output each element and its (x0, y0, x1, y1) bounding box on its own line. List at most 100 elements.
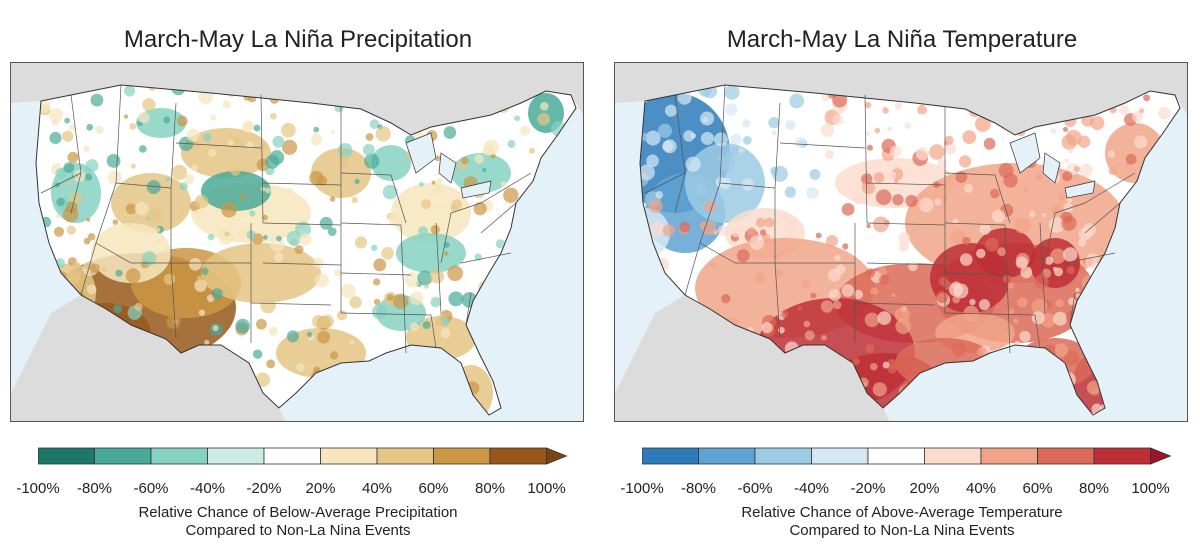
colorbar-tick: 100% (527, 480, 566, 497)
anomaly-speckle (312, 314, 326, 329)
anomaly-speckle (797, 306, 802, 311)
anomaly-speckle (436, 177, 443, 185)
precipitation-map (10, 62, 584, 422)
state-border (170, 262, 177, 339)
state-border (390, 174, 407, 224)
state-border (340, 172, 392, 176)
colorbar-bin (38, 447, 95, 465)
anomaly-speckle (239, 193, 246, 200)
anomaly-speckle (742, 135, 752, 145)
anomaly-speckle (349, 340, 355, 345)
anomaly-speckle (741, 178, 754, 191)
anomaly-speckle (266, 359, 276, 369)
anomaly-speckle (163, 116, 171, 124)
anomaly-speckle (809, 169, 821, 180)
anomaly-speckle (186, 128, 200, 142)
anomaly-speckle (369, 119, 380, 129)
anomaly-speckle (882, 361, 890, 369)
anomaly-speckle (228, 139, 235, 146)
great-lake (1009, 132, 1041, 174)
anomaly-speckle (794, 136, 806, 148)
colorbar-bin (489, 447, 547, 465)
anomaly-speckle (1029, 210, 1036, 218)
anomaly-speckle (755, 217, 766, 228)
anomaly-speckle (657, 123, 672, 138)
precipitation-caption-line2: Compared to Non-La Nina Events (185, 522, 411, 539)
state-border (1044, 212, 1056, 264)
anomaly-speckle (211, 288, 223, 300)
colorbar-bin (980, 447, 1038, 465)
anomaly-speckle (69, 191, 83, 204)
anomaly-speckle (106, 154, 121, 168)
colorbar-bin (150, 447, 208, 465)
state-border (250, 302, 332, 306)
colorbar-tick: -60% (737, 480, 773, 497)
anomaly-speckle (810, 292, 817, 299)
anomaly-speckle (90, 93, 104, 107)
colorbar-tick: -40% (189, 480, 226, 497)
state-border (1064, 252, 1116, 264)
anomaly-speckle (935, 291, 948, 304)
anomaly-speckle (176, 115, 188, 127)
anomaly-speckle (1068, 297, 1076, 306)
anomaly-speckle (1090, 115, 1105, 131)
anomaly-speckle (865, 131, 870, 136)
state-border (340, 222, 402, 226)
anomaly-speckle (253, 124, 261, 132)
anomaly-speckle (1077, 135, 1091, 148)
anomaly-speckle (430, 224, 440, 235)
anomaly-speckle (892, 194, 904, 206)
state-border (262, 222, 342, 226)
anomaly-speckle (294, 244, 304, 254)
anomaly-speckle (694, 183, 707, 196)
anomaly-speckle (198, 309, 206, 316)
anomaly-speckle (62, 130, 74, 142)
anomaly-speckle (1050, 128, 1057, 135)
colorbar-bin (263, 447, 321, 465)
anomaly-speckle (731, 225, 743, 238)
anomaly-speckle (878, 266, 887, 276)
anomaly-speckle (891, 293, 896, 298)
anomaly-speckle (330, 129, 335, 135)
colorbar-tick: -60% (133, 480, 169, 497)
anomaly-speckle (222, 100, 232, 109)
anomaly-speckle (820, 300, 834, 313)
anomaly-speckle (373, 278, 381, 286)
anomaly-speckle (424, 284, 429, 289)
anomaly-speckle (773, 254, 779, 259)
anomaly-speckle (768, 116, 780, 129)
anomaly-speckle (86, 217, 91, 222)
anomaly-speckle (107, 170, 122, 186)
state-border (435, 222, 442, 314)
anomaly-speckle (334, 269, 342, 277)
anomaly-speckle (241, 120, 254, 133)
anomaly-speckle (112, 219, 119, 225)
anomaly-speckle (820, 123, 835, 137)
anomaly-speckle (125, 268, 141, 284)
anomaly-speckle (500, 180, 507, 188)
anomaly-speckle (409, 322, 419, 332)
anomaly-speckle (1035, 173, 1043, 181)
anomaly-speckle (55, 168, 67, 179)
anomaly-area (371, 145, 411, 181)
anomaly-speckle (134, 302, 143, 311)
anomaly-speckle (201, 267, 209, 276)
anomaly-speckle (204, 339, 210, 345)
anomaly-speckle (265, 154, 280, 169)
anomaly-speckle (898, 241, 910, 252)
anomaly-speckle (474, 154, 485, 164)
anomaly-speckle (1075, 287, 1080, 293)
anomaly-speckle (191, 164, 199, 172)
anomaly-speckle (230, 166, 241, 176)
state-border (866, 182, 946, 186)
anomaly-speckle (229, 136, 242, 149)
anomaly-speckle (1007, 282, 1014, 290)
temperature-map (614, 62, 1188, 422)
anomaly-speckle (893, 179, 899, 184)
colorbar-tick: -20% (850, 480, 886, 497)
anomaly-speckle (864, 101, 872, 109)
anomaly-speckle (985, 237, 999, 252)
anomaly-speckle (958, 155, 972, 168)
anomaly-speckle (832, 114, 844, 126)
anomaly-speckle (421, 199, 431, 210)
